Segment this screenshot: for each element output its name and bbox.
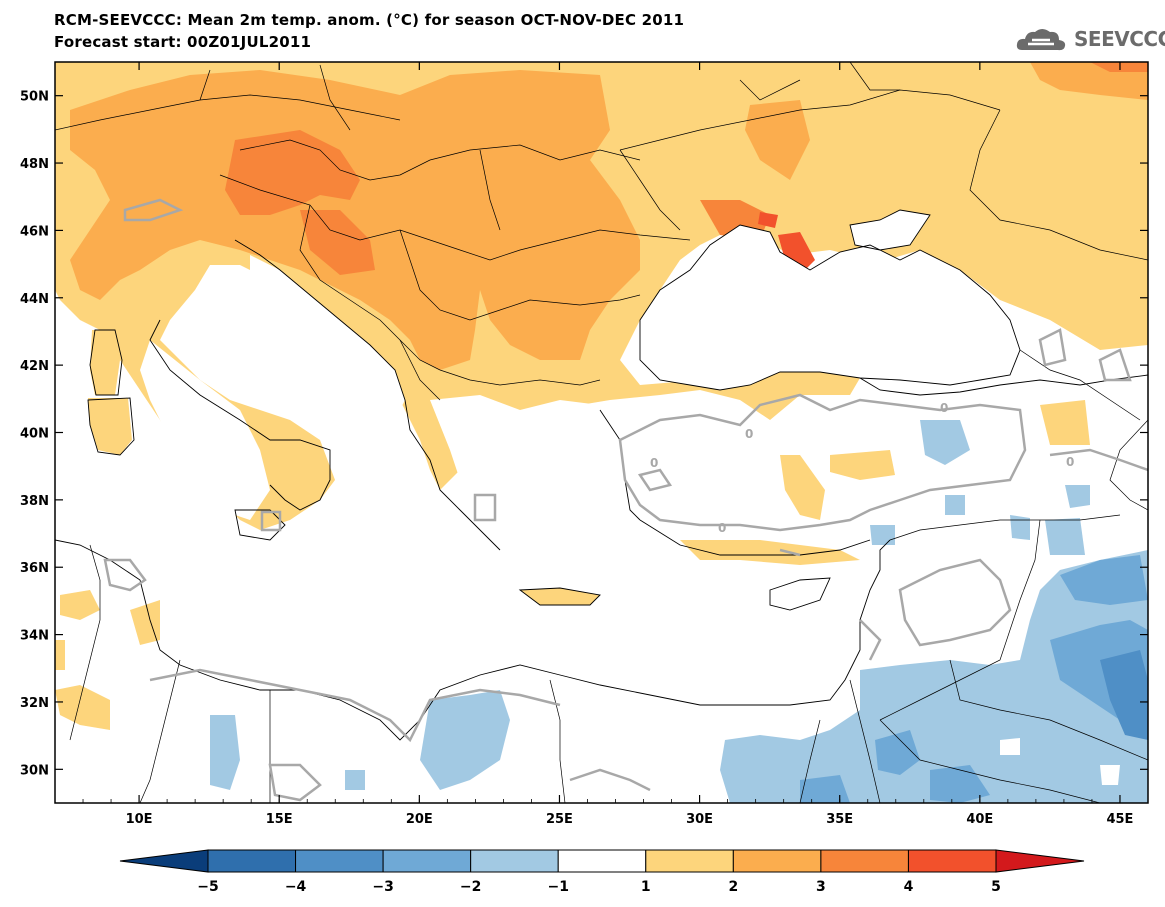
colorbar-swatch [382,849,472,873]
zero-contours [103,198,1148,802]
latitude-axis: 50N 48N 46N 44N 42N 40N 38N 36N 34N 32N 30N [20,90,1148,778]
lat-label: 46N [20,224,49,239]
colorbar-swatch [732,849,822,873]
colorbar-swatch [557,849,647,873]
lat-label: 38N [20,494,49,509]
map-area: 0 0 0 0 0 [55,62,1148,803]
lat-label: 30N [20,763,49,778]
lon-label: 10E [126,812,153,827]
lat-label: 32N [20,696,49,711]
logo-text: SEEVCCC [1074,27,1165,51]
colorbar-label: −4 [285,879,307,895]
colorbar-swatch [295,849,384,873]
warm-region-central [70,70,640,370]
contour-label: 0 [940,401,948,415]
colorbar-label: 5 [991,879,1001,895]
cool-region-middle-east [720,550,1148,803]
colorbar-label: −2 [460,879,481,895]
lat-label: 48N [20,157,49,172]
lat-label: 34N [20,629,49,644]
colorbar-arrow-high [995,849,1085,873]
lat-label: 36N [20,561,49,576]
map-title: RCM-SEEVCCC: Mean 2m temp. anom. (°C) fo… [54,11,685,29]
lat-label: 40N [20,427,49,442]
colorbar-label: 2 [728,879,738,895]
lon-label: 45E [1106,812,1133,827]
colorbar-label: −5 [197,879,218,895]
colorbar-swatch [470,849,559,873]
longitude-axis: 10E 15E 20E 25E 30E 35E 40E 45E [54,62,1149,827]
lon-label: 15E [266,812,293,827]
contour-label: 0 [1066,455,1074,469]
seevccc-cloud-logo-icon [1016,29,1066,51]
colorbar-label: 3 [816,879,826,895]
colorbar-label: 4 [904,879,914,895]
lon-label: 25E [546,812,573,827]
colorbar-swatch [820,849,909,873]
colorbar-arrow-low [119,849,209,873]
colorbar-swatch [207,849,297,873]
coastlines [55,209,1148,741]
lat-label: 42N [20,359,49,374]
colorbar-label: −3 [372,879,393,895]
lon-label: 40E [966,812,993,827]
lon-label: 35E [826,812,853,827]
colorbar-swatch [907,849,997,873]
borders [55,62,1148,803]
colorbar-label: 1 [641,879,651,895]
lat-label: 44N [20,292,49,307]
colorbar-swatch [645,849,734,873]
forecast-start: Forecast start: 00Z01JUL2011 [54,33,312,51]
contour-label: 0 [650,456,658,470]
colorbar: −5 −4 −3 −2 −1 1 2 3 4 5 [119,849,1085,895]
contour-label: 0 [718,521,726,535]
contour-label: 0 [745,427,753,441]
lon-label: 20E [406,812,433,827]
lat-label: 50N [20,90,49,105]
colorbar-label: −1 [547,879,568,895]
lon-label: 30E [686,812,713,827]
black-sea [640,225,1020,390]
